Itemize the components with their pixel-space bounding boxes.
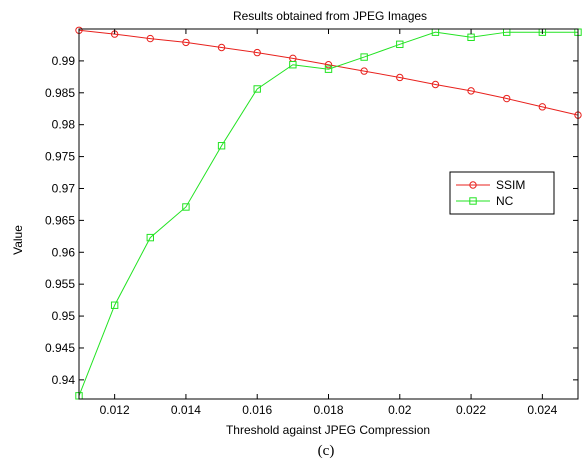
y-tick-label: 0.955 (45, 277, 75, 291)
y-tick-label: 0.965 (45, 213, 75, 227)
legend-label: SSIM (496, 178, 525, 192)
legend-box (449, 171, 555, 215)
x-tick-label: 0.022 (456, 403, 486, 417)
legend-swatch-marker (469, 197, 477, 205)
y-tick-label: 0.945 (45, 341, 75, 355)
y-tick-label: 0.95 (52, 309, 76, 323)
data-point-nc (467, 33, 475, 41)
data-point-nc (217, 142, 226, 150)
y-tick-label: 0.94 (52, 373, 76, 387)
data-point-ssim (538, 103, 547, 111)
data-point-nc (253, 85, 261, 93)
legend-label: NC (496, 194, 514, 208)
data-point-nc (182, 203, 190, 211)
y-axis: 0.94 0.945 0.95 0.955 0.96 0.965 0.97 0.975 0.98… (45, 54, 578, 387)
data-point-ssim (503, 94, 511, 103)
data-point-nc (146, 233, 154, 242)
y-tick-label: 0.99 (52, 54, 76, 68)
data-point-nc (110, 301, 119, 309)
x-axis: 0.012 0.014 0.016 0.018 0.02 0.022 0.024 (100, 29, 558, 417)
y-tick-label: 0.975 (45, 150, 75, 164)
chart-title: Results obtained from JPEG Images (233, 9, 427, 23)
data-point-ssim (467, 87, 475, 95)
data-point-ssim (217, 43, 226, 52)
data-point-nc (396, 40, 404, 49)
series-line-nc (78, 31, 578, 396)
data-point-ssim (396, 73, 404, 82)
data-point-nc (360, 53, 368, 61)
legend-swatch-marker (469, 181, 477, 189)
data-point-ssim (146, 34, 154, 43)
data-point-ssim (182, 38, 190, 47)
y-tick-label: 0.98 (52, 118, 76, 132)
x-tick-label: 0.02 (388, 403, 412, 417)
series-line-ssim (78, 29, 579, 116)
y-tick-label: 0.97 (52, 181, 76, 195)
data-point-nc (289, 61, 297, 69)
data-point-ssim (253, 48, 261, 57)
series-layer (75, 26, 582, 400)
x-tick-label: 0.018 (313, 403, 343, 417)
x-tick-label: 0.016 (242, 403, 272, 417)
x-tick-label: 0.024 (527, 403, 557, 417)
x-axis-label: Threshold against JPEG Compression (226, 423, 430, 437)
y-tick-label: 0.985 (45, 86, 75, 100)
data-point-ssim (360, 67, 368, 75)
data-point-ssim (324, 61, 333, 69)
x-tick-label: 0.014 (171, 403, 201, 417)
legend: SSIM NC (449, 171, 555, 215)
y-axis-label: Value (11, 225, 25, 255)
figure-caption: (c) (318, 443, 335, 459)
y-tick-label: 0.96 (52, 245, 76, 259)
legend-entry-nc: NC (456, 194, 514, 208)
legend-entry-ssim: SSIM (456, 178, 525, 192)
x-tick-label: 0.012 (100, 403, 130, 417)
data-point-nc (324, 65, 333, 73)
data-point-ssim (431, 80, 440, 89)
